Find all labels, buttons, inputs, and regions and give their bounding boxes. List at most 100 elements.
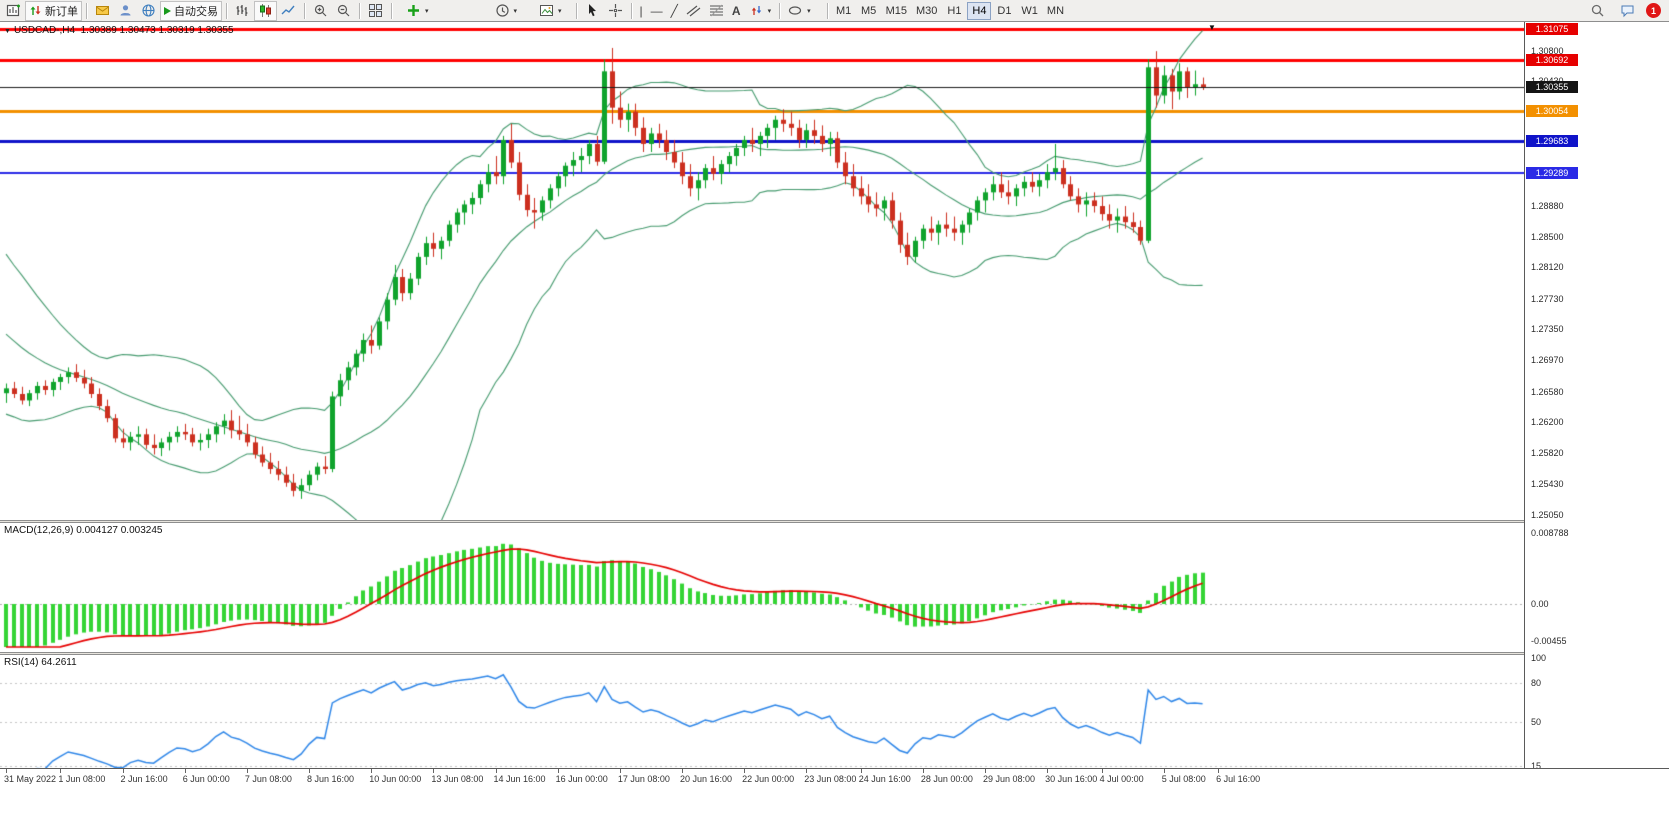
macd-canvas[interactable] (0, 523, 1524, 652)
notification-badge[interactable]: 1 (1646, 3, 1661, 18)
price-tick: 1.26200 (1531, 417, 1564, 428)
price-tick: 1.25430 (1531, 479, 1564, 490)
indicator-plus-icon (406, 3, 421, 18)
vertical-line-icon: | (639, 3, 643, 18)
crosshair-icon (608, 3, 623, 18)
mailbox-button[interactable] (91, 1, 114, 21)
macd-axis-tick: 0.008788 (1531, 528, 1569, 538)
chevron-down-icon: ▾ (425, 7, 429, 15)
tf-button-d1[interactable]: D1 (992, 2, 1016, 20)
text-tool-icon: A (731, 3, 741, 18)
rsi-panel-divider[interactable] (0, 652, 1669, 655)
price-tick: 1.26580 (1531, 386, 1564, 397)
shapes-tool-button[interactable]: ▾ (784, 1, 815, 21)
chevron-down-icon: ▾ (807, 7, 811, 15)
time-label: 4 Jul 00:00 (1099, 774, 1144, 784)
time-tick (309, 769, 311, 773)
bar-chart-icon (235, 3, 250, 18)
price-tick: 1.27730 (1531, 293, 1564, 304)
add-indicator-button[interactable]: ▾ (402, 1, 433, 21)
zoom-in-icon (313, 3, 328, 18)
trendline-tool-button[interactable]: ╱ (667, 1, 682, 21)
arrows-tool-button[interactable]: ▾ (745, 1, 776, 21)
tf-button-m15[interactable]: M15 (882, 2, 911, 20)
time-tick (681, 769, 683, 773)
autotrading-button[interactable]: 自动交易 (160, 0, 222, 21)
bar-chart-mode-button[interactable] (231, 1, 254, 21)
time-label: 10 Jun 00:00 (369, 774, 422, 784)
vertical-line-tool-button[interactable]: | (636, 1, 647, 21)
chevron-down-icon: ▾ (767, 7, 772, 15)
time-tick (433, 769, 435, 773)
time-label: 20 Jun 16:00 (679, 774, 733, 784)
channel-tool-button[interactable] (682, 1, 705, 21)
price-tick: 1.30430 (1531, 76, 1564, 86)
tf-button-m30[interactable]: M30 (912, 2, 941, 20)
tf-button-h4[interactable]: H4 (967, 1, 992, 20)
line-chart-icon (281, 3, 296, 18)
community-button[interactable] (137, 1, 160, 21)
chevron-down-icon: ▾ (558, 7, 562, 15)
fibonacci-tool-button[interactable] (705, 1, 728, 21)
toolbar-separator (359, 2, 360, 19)
crosshair-tool-button[interactable] (604, 1, 627, 21)
price-tick: 1.30800 (1531, 46, 1564, 57)
price-chart-canvas[interactable] (0, 22, 1524, 520)
zoom-in-button[interactable] (309, 1, 332, 21)
time-tick (619, 769, 621, 773)
ellipse-shape-icon (788, 3, 803, 18)
candlestick-icon (258, 3, 273, 18)
time-label: 13 Jun 08:00 (431, 774, 484, 784)
price-badge: 1.29289 (1526, 167, 1578, 180)
time-tick (495, 769, 497, 773)
line-chart-mode-button[interactable] (277, 1, 300, 21)
new-chart-button[interactable] (2, 1, 25, 21)
price-tick: 1.26970 (1531, 355, 1564, 366)
time-label: 17 Jun 08:00 (617, 774, 670, 784)
toolbar-separator (575, 2, 577, 19)
time-label: 7 Jun 08:00 (244, 774, 292, 784)
profile-button[interactable] (114, 1, 137, 21)
rsi-axis-tick: 80 (1531, 678, 1542, 689)
time-tick (184, 769, 186, 773)
time-tick (1047, 769, 1049, 773)
main-toolbar: 新订单 自动交易 (0, 0, 1669, 22)
time-label: 23 Jun 08:00 (804, 774, 857, 784)
envelope-icon (95, 3, 110, 18)
tf-button-m1[interactable]: M1 (832, 2, 856, 20)
time-tick (744, 769, 746, 773)
order-arrows-icon (29, 4, 42, 17)
time-label: 6 Jul 16:00 (1216, 774, 1261, 784)
time-label: 6 Jun 00:00 (182, 774, 230, 784)
price-tick: 1.27350 (1531, 324, 1564, 335)
tf-button-m5[interactable]: M5 (857, 2, 881, 20)
tf-button-w1[interactable]: W1 (1017, 2, 1042, 20)
time-tick (1218, 769, 1220, 773)
time-tick (122, 769, 124, 773)
time-label: 29 Jun 08:00 (983, 774, 1036, 784)
horizontal-line-tool-button[interactable]: — (647, 1, 667, 21)
text-tool-button[interactable]: A (728, 1, 745, 21)
picture-icon (539, 3, 554, 18)
tf-button-h1[interactable]: H1 (942, 2, 966, 20)
clock-icon (495, 3, 510, 18)
rsi-canvas[interactable] (0, 655, 1524, 768)
price-badge: 1.30692 (1526, 53, 1578, 66)
new-order-button[interactable]: 新订单 (25, 0, 82, 21)
profile-icon (118, 3, 133, 18)
chart-window: ▼ USDCAD-,H4 1.30389 1.30473 1.30319 1.30… (0, 22, 1669, 826)
chat-button[interactable] (1616, 1, 1639, 21)
tile-windows-button[interactable] (364, 1, 387, 21)
price-badge: 1.30355 (1526, 81, 1578, 94)
zoom-out-button[interactable] (332, 1, 355, 21)
time-label: 14 Jun 16:00 (493, 774, 546, 784)
macd-panel-divider[interactable] (0, 520, 1669, 523)
time-tick (860, 769, 862, 773)
periods-button[interactable]: ▾ (491, 1, 522, 21)
tf-button-mn[interactable]: MN (1043, 2, 1068, 20)
search-button[interactable] (1586, 1, 1609, 21)
candlestick-mode-button[interactable] (254, 0, 277, 21)
cursor-tool-button[interactable] (581, 1, 604, 21)
time-tick (246, 769, 248, 773)
templates-button[interactable]: ▾ (535, 1, 566, 21)
